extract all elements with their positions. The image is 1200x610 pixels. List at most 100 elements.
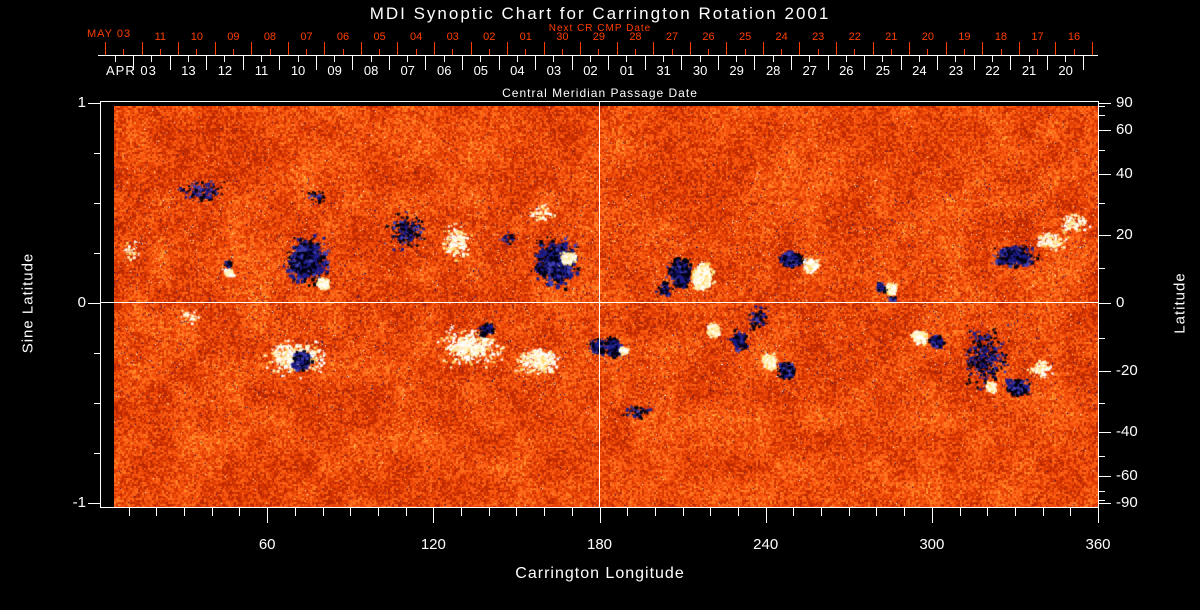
next-cr-halfday-tick (561, 49, 563, 55)
next-cr-halfday-tick (890, 49, 892, 55)
next-cr-day-tick (616, 42, 618, 55)
cmp-day-tick (1010, 55, 1012, 70)
cmp-halfday-tick (1028, 55, 1030, 62)
cmp-day-tick (790, 55, 792, 70)
cmp-halfday-tick (772, 55, 774, 62)
next-cr-day-tick (214, 42, 216, 55)
y-right-tick-label: -40 (1116, 422, 1138, 440)
x-axis-minor-tick (211, 508, 213, 516)
cmp-day-label: 23 (948, 63, 964, 78)
y-right-major-tick (1099, 103, 1111, 104)
cmp-halfday-tick (297, 55, 299, 62)
next-cr-day-label: 05 (373, 31, 386, 43)
next-cr-day-tick (324, 42, 326, 55)
next-cr-day-label: 07 (300, 31, 313, 43)
cmp-axis-line (98, 55, 1098, 56)
y-left-axis-title: Sine Latitude (19, 252, 37, 354)
cmp-halfday-tick (809, 55, 811, 62)
cmp-day-tick (644, 55, 646, 70)
cmp-halfday-tick (1065, 55, 1067, 62)
cmp-halfday-tick (736, 55, 738, 62)
cmp-day-tick (900, 55, 902, 70)
x-axis-minor-tick (516, 508, 518, 516)
next-cr-day-tick (982, 42, 984, 55)
cmp-halfday-tick (224, 55, 226, 62)
next-cr-day-label: 02 (483, 31, 496, 43)
cmp-day-tick (608, 55, 610, 70)
cmp-halfday-tick (955, 55, 957, 62)
x-axis-minor-tick (1070, 508, 1072, 516)
next-cr-day-label: 09 (227, 31, 240, 43)
cmp-day-label: 30 (692, 63, 708, 78)
crosshair-horizontal-line (101, 302, 1098, 303)
y-right-minor-tick (1099, 456, 1105, 458)
cmp-day-tick (973, 55, 975, 70)
next-cr-halfday-tick (854, 49, 856, 55)
y-right-major-tick (1099, 303, 1111, 304)
y-right-major-tick (1099, 371, 1111, 373)
cmp-halfday-tick (516, 55, 518, 62)
next-cr-day-tick (105, 42, 106, 55)
x-axis-minor-tick (350, 508, 352, 516)
x-axis-major-tick (433, 508, 435, 523)
cmp-halfday-tick (114, 55, 116, 62)
cmp-day-label: 20 (1058, 63, 1073, 78)
next-cr-day-tick (689, 42, 691, 55)
y-right-minor-tick (1099, 268, 1105, 270)
y-right-tick-label: 60 (1116, 120, 1133, 138)
next-cr-halfday-tick (1073, 49, 1075, 55)
x-axis-minor-tick (544, 508, 546, 516)
next-cr-halfday-tick (196, 49, 198, 55)
next-cr-month-label: MAY 03 (87, 28, 132, 40)
x-axis-minor-tick (128, 508, 130, 516)
x-axis-minor-tick (793, 508, 795, 516)
next-cr-day-label: 29 (592, 31, 606, 43)
cmp-day-label: 01 (619, 63, 635, 78)
next-cr-day-label: 11 (154, 31, 166, 43)
cmp-halfday-tick (334, 55, 336, 62)
cmp-day-label: 31 (656, 63, 671, 78)
y-right-major-tick (1099, 174, 1111, 176)
next-cr-halfday-tick (635, 49, 636, 55)
cmp-halfday-tick (151, 55, 153, 62)
next-cr-day-label: 06 (336, 31, 350, 43)
y-left-minor-tick (94, 203, 100, 204)
cmp-day-tick (681, 55, 683, 70)
cmp-day-label: 12 (217, 63, 233, 78)
cmp-halfday-tick (260, 55, 262, 62)
next-cr-halfday-tick (452, 49, 454, 55)
cmp-day-tick (315, 55, 317, 70)
x-axis-minor-tick (654, 508, 656, 516)
next-cr-day-label: 20 (921, 31, 934, 43)
y-left-minor-tick (94, 253, 100, 254)
y-right-tick-label: 20 (1116, 225, 1133, 243)
next-cr-day-label: 08 (263, 31, 277, 43)
x-axis-minor-tick (876, 508, 878, 516)
x-axis-minor-tick (461, 508, 463, 516)
y-left-tick-label: 0 (77, 294, 86, 311)
next-cr-day-label: 18 (994, 31, 1008, 43)
x-axis-minor-tick (322, 508, 324, 516)
cmp-day-label: 10 (290, 63, 306, 78)
next-cr-day-tick (507, 42, 509, 55)
next-cr-day-tick (799, 42, 801, 55)
y-right-major-tick (1099, 234, 1111, 236)
next-cr-day-tick (872, 42, 874, 55)
next-cr-halfday-tick (927, 49, 929, 55)
cmp-halfday-tick (699, 55, 701, 62)
x-axis-minor-tick (682, 508, 684, 516)
y-right-minor-tick (1099, 149, 1105, 151)
x-axis-tick-label: 360 (1085, 536, 1111, 553)
next-cr-day-label: 25 (738, 31, 752, 43)
x-axis-minor-tick (987, 508, 989, 516)
cmp-day-tick (827, 55, 829, 70)
y-right-axis-title: Latitude (1171, 272, 1189, 334)
cmp-day-tick (352, 55, 354, 70)
x-axis-major-tick (1098, 508, 1099, 523)
x-axis-minor-tick (156, 508, 158, 516)
y-right-tick-label: -60 (1116, 467, 1138, 485)
cmp-day-tick (937, 55, 939, 70)
next-cr-day-tick (141, 42, 143, 55)
cmp-day-label: 11 (254, 63, 269, 78)
next-cr-day-tick (836, 42, 837, 55)
